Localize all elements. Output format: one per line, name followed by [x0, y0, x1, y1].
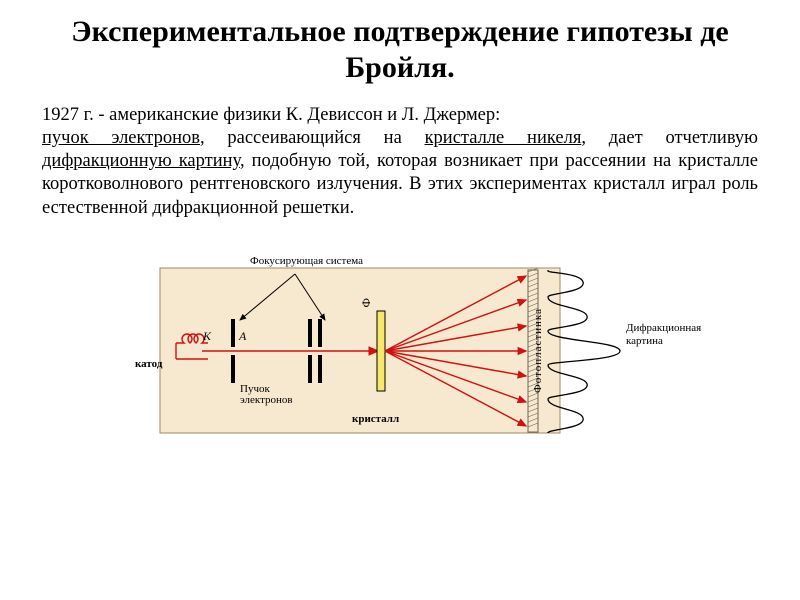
p-mid1: , рассеивающийся на [200, 128, 425, 148]
p-mid2: , дает отчетливую [581, 128, 758, 148]
underline-crystal: кристалле никеля [425, 128, 582, 148]
label-K: K [203, 330, 211, 343]
label-beam: Пучок электронов [240, 384, 310, 407]
label-crystal: кристалл [352, 414, 399, 426]
diagram-container: Фокусирующая система K A катод Пучок эле… [80, 238, 720, 468]
body-paragraph: 1927 г. - американские физики К. Девиссо… [0, 98, 800, 230]
label-pattern-l1: Дифракционная [626, 323, 701, 335]
label-focusing: Фокусирующая система [250, 256, 363, 268]
label-pattern-l2: картина [626, 336, 663, 348]
label-Phi: Ф [360, 298, 373, 307]
page-title: Экспериментальное подтверждение гипотезы… [0, 0, 800, 98]
underline-diffraction: дифракционную картину [42, 151, 240, 171]
p-line1: 1927 г. - американские физики К. Девиссо… [42, 105, 500, 125]
label-cathode: катод [135, 359, 162, 371]
label-photoplate: Фотопластинка [533, 308, 545, 393]
underline-beam: пучок электронов [42, 128, 200, 148]
diagram-svg [80, 238, 720, 468]
label-A: A [239, 330, 246, 343]
